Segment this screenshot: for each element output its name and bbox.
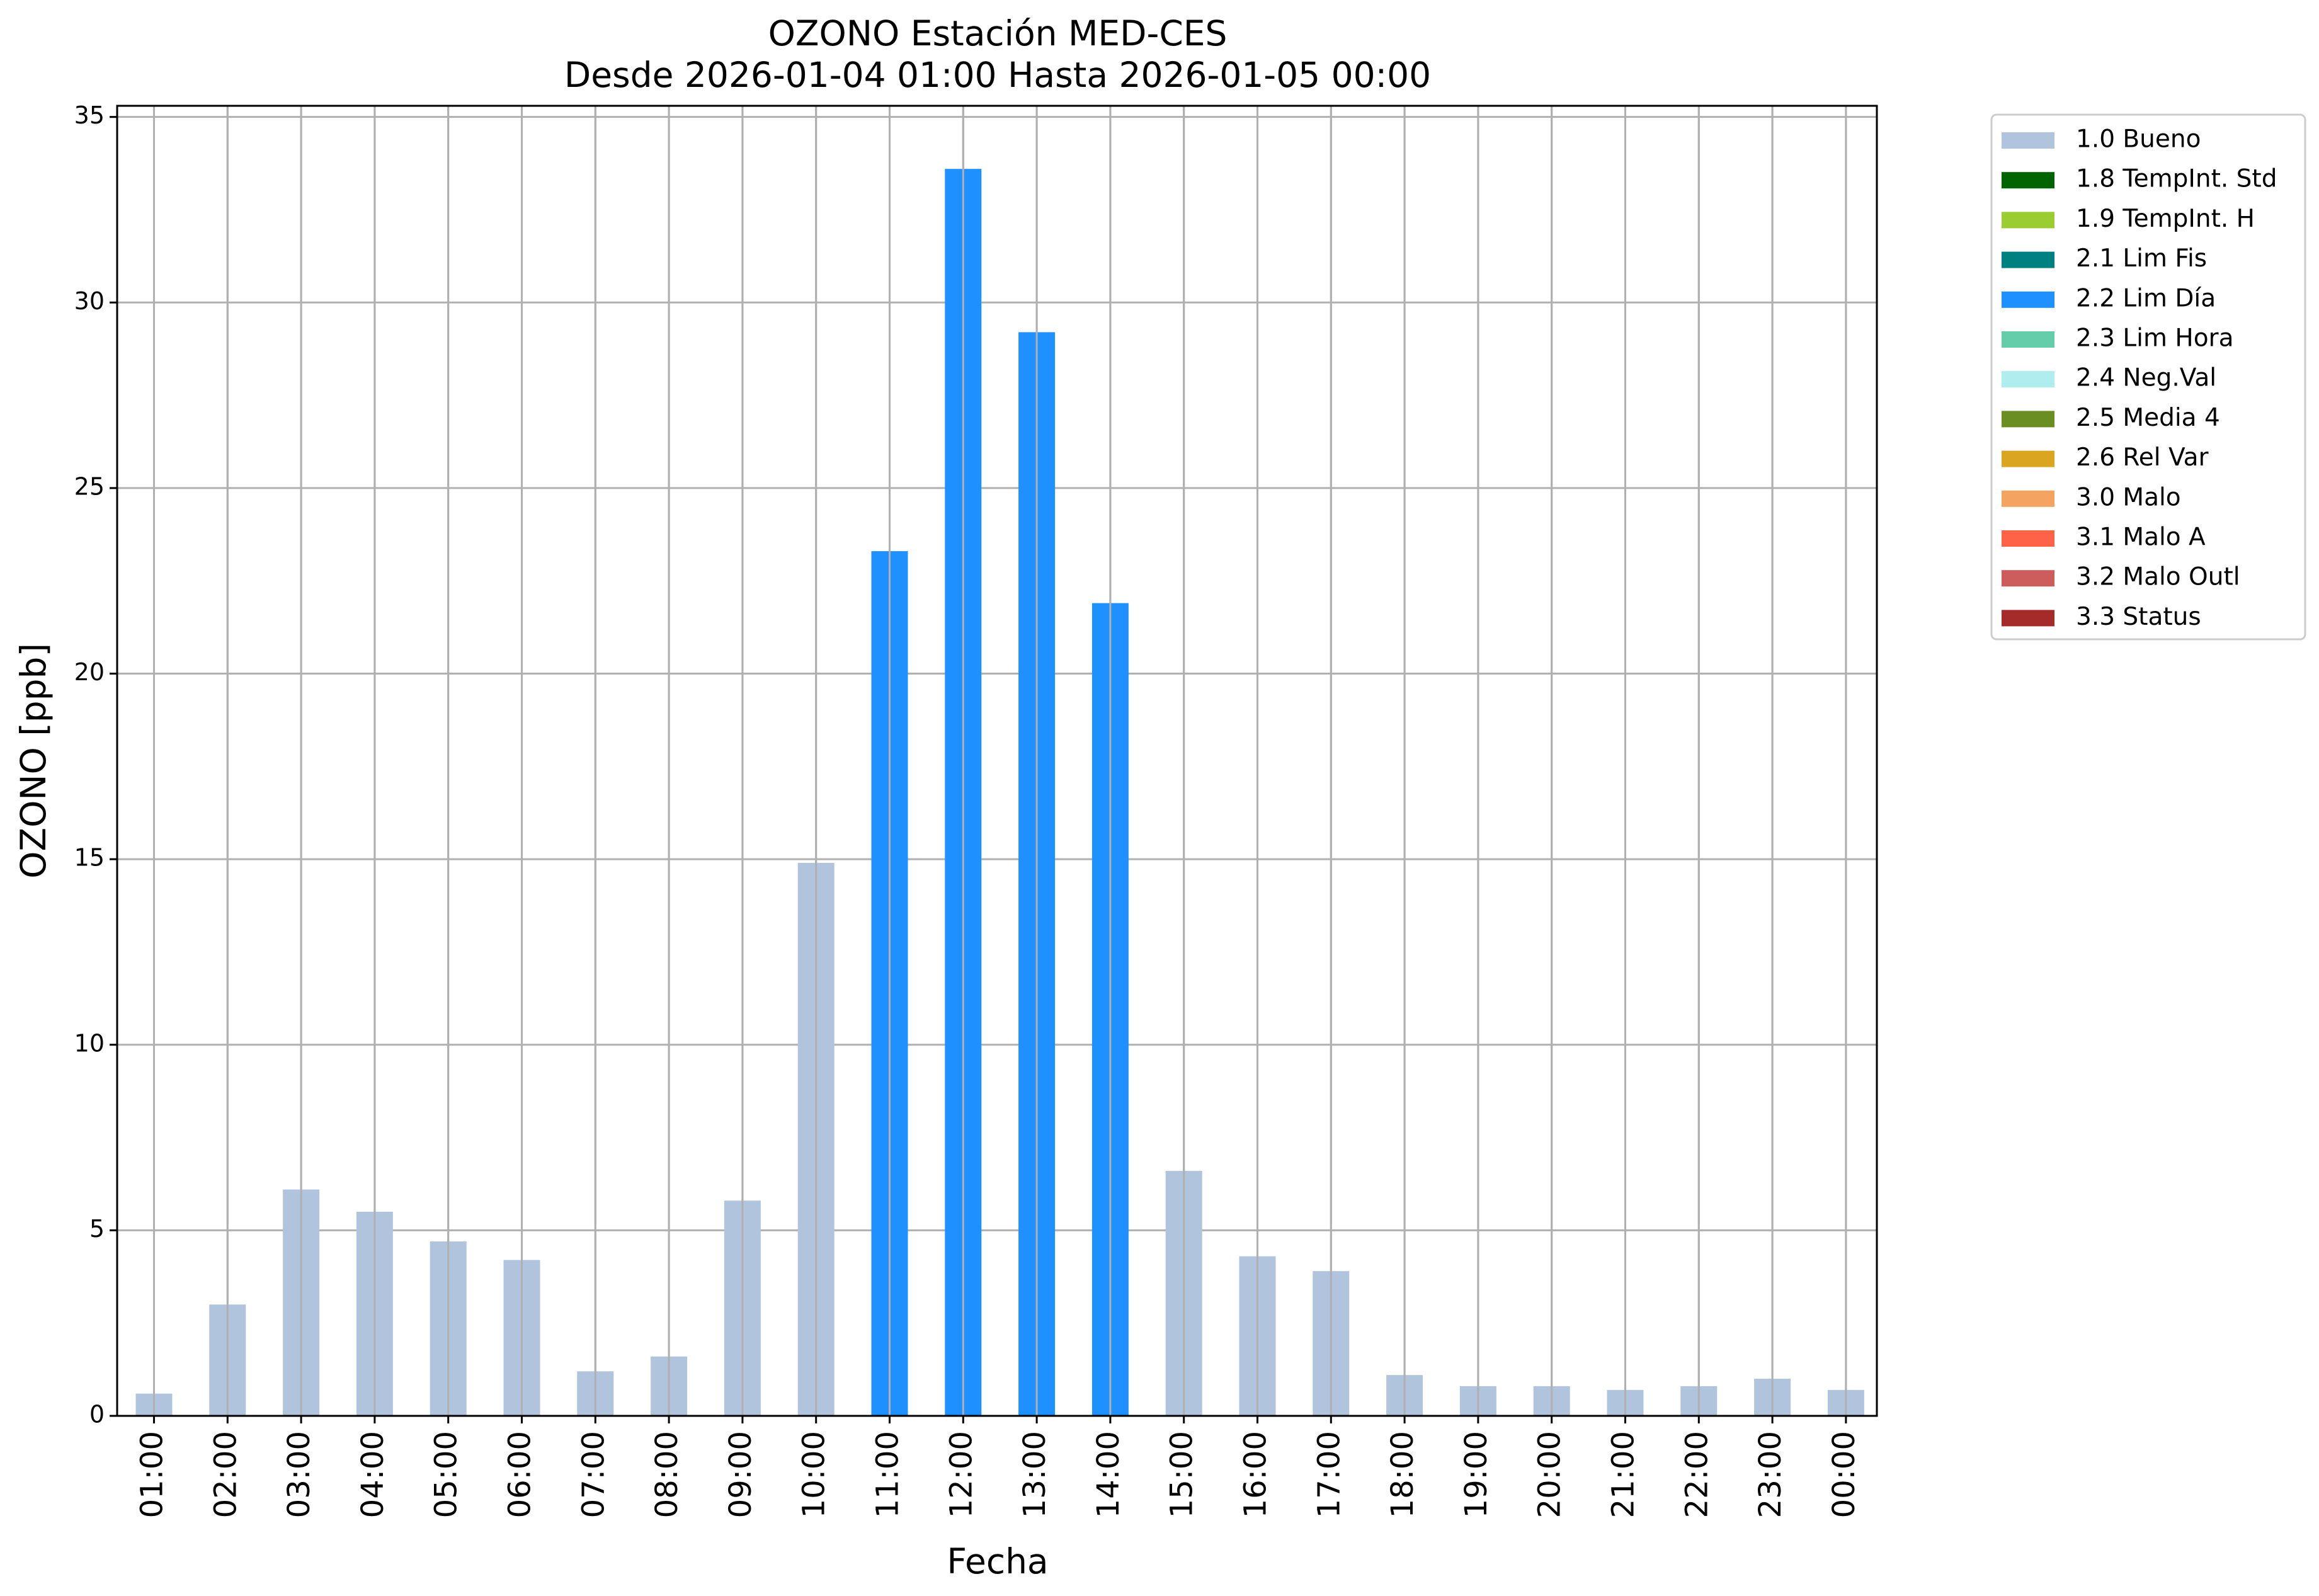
x-tick-label: 09:00 bbox=[723, 1431, 758, 1518]
chart-title: OZONO Estación MED-CES bbox=[768, 13, 1228, 54]
y-tick-label: 25 bbox=[74, 472, 105, 500]
legend-swatch bbox=[2002, 371, 2054, 388]
x-tick-label: 22:00 bbox=[1679, 1431, 1714, 1518]
legend: 1.0 Bueno 1.8 TempInt. Std 1.9 TempInt. H 2… bbox=[1990, 113, 2306, 641]
legend-label: 3.3 Status bbox=[2076, 603, 2201, 631]
plot-frame bbox=[116, 105, 1878, 1417]
x-tick-label: 23:00 bbox=[1753, 1431, 1788, 1518]
legend-label: 2.6 Rel Var bbox=[2076, 443, 2209, 472]
y-tick-label: 20 bbox=[74, 658, 105, 686]
x-tick-label: 04:00 bbox=[355, 1431, 390, 1518]
legend-swatch bbox=[2002, 610, 2054, 627]
legend-label: 1.8 TempInt. Std bbox=[2076, 165, 2277, 193]
legend-label: 3.0 Malo bbox=[2076, 483, 2181, 511]
legend-swatch bbox=[2002, 450, 2054, 467]
legend-swatch bbox=[2002, 530, 2054, 547]
legend-swatch bbox=[2002, 291, 2054, 308]
x-tick-label: 02:00 bbox=[208, 1431, 243, 1518]
legend-label: 2.4 Neg.Val bbox=[2076, 364, 2216, 392]
y-tick-label: 0 bbox=[89, 1401, 105, 1428]
legend-label: 3.2 Malo Outl bbox=[2076, 563, 2240, 591]
x-tick-label: 05:00 bbox=[429, 1431, 464, 1518]
x-tick-label: 18:00 bbox=[1385, 1431, 1420, 1518]
x-tick-label: 08:00 bbox=[649, 1431, 685, 1518]
legend-label: 3.1 Malo A bbox=[2076, 523, 2206, 552]
legend-swatch bbox=[2002, 251, 2054, 268]
y-tick-label: 30 bbox=[74, 287, 105, 315]
legend-label: 2.5 Media 4 bbox=[2076, 404, 2220, 432]
x-tick-label: 19:00 bbox=[1459, 1431, 1494, 1518]
x-tick-label: 11:00 bbox=[870, 1431, 906, 1518]
x-tick-label: 12:00 bbox=[943, 1431, 979, 1518]
x-tick-label: 07:00 bbox=[576, 1431, 611, 1518]
legend-label: 1.0 Bueno bbox=[2076, 125, 2201, 154]
legend-swatch bbox=[2002, 212, 2054, 229]
legend-label: 1.9 TempInt. H bbox=[2076, 205, 2255, 233]
x-tick-label: 10:00 bbox=[797, 1431, 832, 1518]
x-tick-label: 20:00 bbox=[1532, 1431, 1568, 1518]
chart-subtitle: Desde 2026-01-04 01:00 Hasta 2026-01-05 … bbox=[564, 55, 1431, 95]
y-axis-ticks: 0 5 10 15 20 25 30 35 bbox=[74, 101, 117, 1428]
legend-swatch bbox=[2002, 331, 2054, 348]
x-tick-label: 06:00 bbox=[503, 1431, 538, 1518]
legend-label: 2.1 Lim Fis bbox=[2076, 244, 2207, 273]
legend-swatch bbox=[2002, 172, 2054, 189]
bars bbox=[135, 106, 1864, 1416]
legend-swatch bbox=[2002, 570, 2054, 587]
legend-box bbox=[1990, 113, 2306, 641]
y-tick-label: 15 bbox=[74, 844, 105, 872]
x-tick-label: 03:00 bbox=[282, 1431, 317, 1518]
x-tick-label: 14:00 bbox=[1091, 1431, 1126, 1518]
x-axis-label: Fecha bbox=[947, 1541, 1048, 1582]
y-axis-label: OZONO [ppb] bbox=[13, 643, 54, 879]
legend-swatch bbox=[2002, 490, 2054, 507]
legend-swatch bbox=[2002, 132, 2054, 149]
y-tick-label: 5 bbox=[89, 1215, 105, 1243]
x-axis-ticks: 01:00 02:00 03:00 04:00 05:00 06:00 07:00 08:00… bbox=[135, 1416, 1862, 1518]
x-tick-label: 16:00 bbox=[1238, 1431, 1273, 1518]
x-tick-label: 15:00 bbox=[1165, 1431, 1200, 1518]
x-tick-label: 01:00 bbox=[135, 1431, 170, 1518]
y-tick-label: 10 bbox=[74, 1029, 105, 1057]
x-tick-label: 13:00 bbox=[1017, 1431, 1052, 1518]
x-tick-label: 17:00 bbox=[1311, 1431, 1347, 1518]
x-tick-label: 00:00 bbox=[1826, 1431, 1862, 1518]
legend-swatch bbox=[2002, 411, 2054, 428]
legend-label: 2.2 Lim Día bbox=[2076, 284, 2216, 312]
x-tick-label: 21:00 bbox=[1606, 1431, 1641, 1518]
legend-label: 2.3 Lim Hora bbox=[2076, 324, 2234, 353]
y-tick-label: 35 bbox=[74, 101, 105, 129]
